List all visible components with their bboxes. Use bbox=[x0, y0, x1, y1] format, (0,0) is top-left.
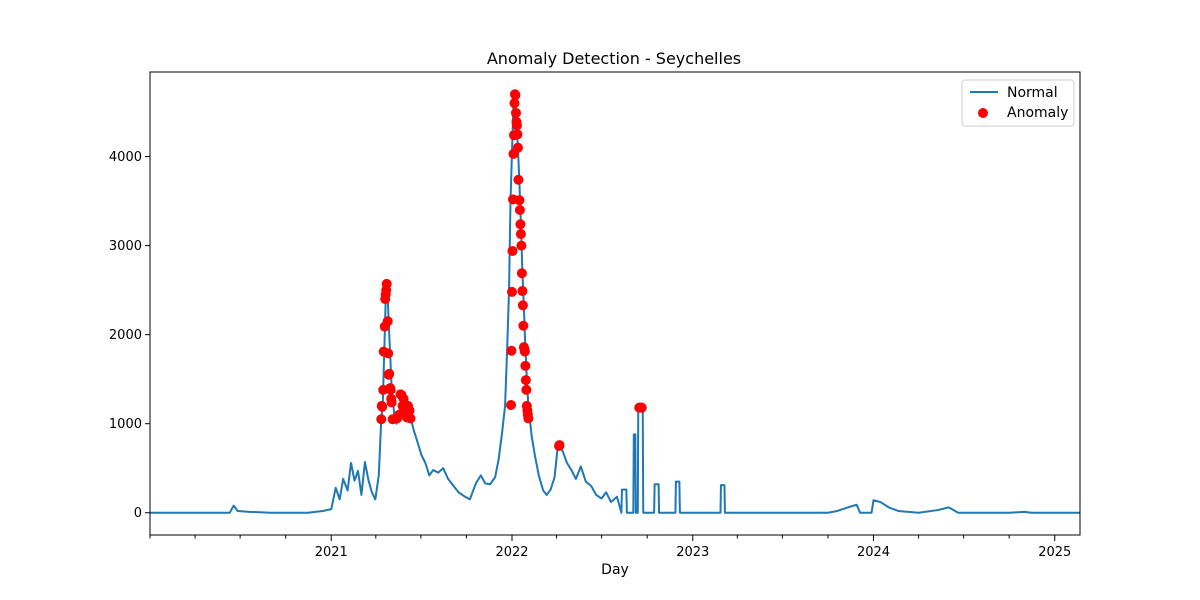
x-tick-label: 2022 bbox=[495, 545, 528, 560]
x-tick-label: 2025 bbox=[1038, 545, 1071, 560]
anomaly-point bbox=[514, 195, 525, 206]
axes-layer: 0 1000 2000 3000 4000 2021 2022 2023 2024 2025 bbox=[109, 71, 1081, 560]
anomaly-point bbox=[510, 90, 521, 101]
anomaly-point bbox=[636, 402, 647, 413]
legend: Normal Anomaly bbox=[961, 79, 1075, 127]
legend-anomaly-swatch bbox=[978, 108, 988, 118]
anomaly-point bbox=[385, 384, 396, 395]
y-tick-label: 1000 bbox=[109, 417, 142, 432]
plot-layer bbox=[150, 89, 1080, 514]
legend-normal-label: Normal bbox=[1007, 85, 1058, 101]
anomaly-point bbox=[515, 219, 526, 230]
anomaly-point bbox=[516, 240, 527, 251]
anomaly-point bbox=[523, 413, 534, 424]
anomaly-point bbox=[384, 368, 395, 379]
anomaly-point bbox=[507, 286, 517, 297]
anomaly-point bbox=[517, 300, 528, 311]
anomaly-point bbox=[386, 397, 397, 408]
series-line-normal bbox=[150, 94, 1080, 514]
anomaly-point bbox=[513, 174, 524, 185]
x-axis-title: Day bbox=[601, 562, 629, 578]
x-tick-label: 2024 bbox=[857, 545, 890, 560]
plot-frame bbox=[149, 71, 1081, 536]
anomaly-point bbox=[506, 400, 517, 410]
anomaly-point bbox=[514, 205, 525, 216]
y-tick-label: 4000 bbox=[109, 150, 142, 165]
legend-anomaly-label: Anomaly bbox=[1007, 105, 1068, 121]
anomaly-point bbox=[521, 384, 532, 395]
anomaly-point bbox=[383, 348, 394, 359]
anomaly-point bbox=[517, 286, 528, 297]
anomaly-point bbox=[520, 360, 531, 371]
x-tick-label: 2023 bbox=[676, 545, 709, 560]
chart-title: Anomaly Detection - Seychelles bbox=[487, 49, 741, 68]
anomaly-point bbox=[382, 316, 393, 327]
anomaly-point bbox=[507, 245, 518, 256]
anomaly-point bbox=[509, 98, 520, 109]
anomaly-point bbox=[554, 440, 565, 451]
anomaly-point bbox=[515, 229, 526, 240]
anomaly-point bbox=[511, 120, 522, 131]
anomaly-point bbox=[512, 142, 523, 153]
anomaly-point bbox=[519, 346, 530, 357]
y-tick-label: 2000 bbox=[109, 328, 142, 343]
anomaly-point bbox=[398, 393, 409, 404]
anomaly-point bbox=[377, 401, 388, 412]
y-tick-label: 3000 bbox=[109, 239, 142, 254]
anomaly-point bbox=[405, 413, 416, 424]
anomaly-point bbox=[381, 278, 392, 289]
x-tick-label: 2021 bbox=[315, 545, 348, 560]
anomaly-point bbox=[404, 405, 415, 416]
anomaly-point bbox=[518, 320, 529, 331]
anomaly-point bbox=[510, 107, 521, 118]
anomaly-point bbox=[506, 345, 517, 356]
anomaly-point bbox=[512, 129, 523, 140]
y-tick-label: 0 bbox=[134, 506, 142, 521]
anomaly-point bbox=[516, 268, 527, 279]
anomaly-point bbox=[520, 375, 531, 386]
anomaly-point bbox=[376, 414, 387, 425]
